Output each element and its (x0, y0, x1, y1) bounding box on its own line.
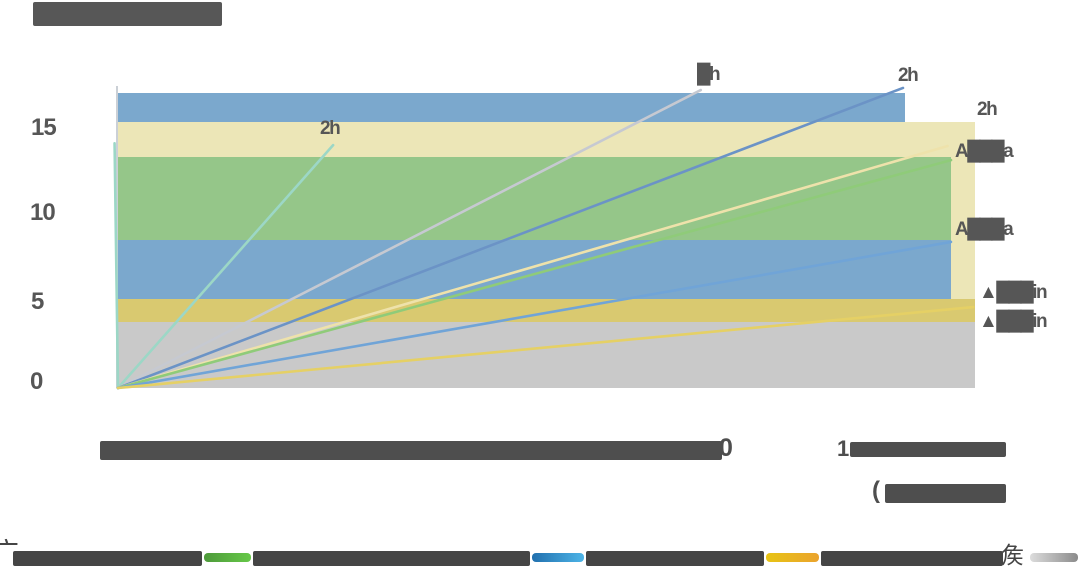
x-tick-char-0: 0 (719, 434, 733, 462)
label-line-teal: 2h (320, 118, 341, 139)
x-unit-blob (885, 484, 1006, 503)
label-edge-low: ▲███in (979, 282, 1048, 303)
legend-sample-blue (532, 553, 584, 562)
line-teal (116, 143, 335, 390)
legend-right-glyph: 矦 (1001, 542, 1024, 568)
label-edge-upper: A███a (955, 141, 1014, 162)
band-blue-mid (118, 239, 951, 299)
band-gold (118, 298, 975, 322)
x-ticks-blob (100, 441, 722, 460)
label-edge-mid: A███a (955, 219, 1014, 240)
legend-label-blob-2 (253, 551, 530, 566)
label-line-gray: █h (697, 64, 721, 85)
legend-label-blob-3 (586, 551, 764, 566)
label-line-blue-medium: 2h (898, 65, 919, 86)
line-gray (116, 88, 703, 390)
y-tick-0: 0 (30, 368, 43, 395)
line-teal-vertical (113, 142, 120, 390)
line-green (116, 158, 953, 390)
y-tick-10: 10 (30, 199, 56, 226)
band-paleyellow-right (951, 157, 975, 299)
label-edge-lower: ▲███in (979, 311, 1048, 332)
x-right-tick-char-1: 1 (837, 436, 850, 461)
legend-label-blob-4 (821, 551, 1003, 566)
y-tick-15: 15 (31, 114, 57, 141)
legend-label-blob-1 (13, 551, 202, 566)
y-tick-5: 5 (31, 288, 44, 315)
label-edge-top: 2h (977, 99, 998, 120)
line-blue-medium (116, 86, 905, 390)
x-right-tick-blob (850, 442, 1006, 457)
band-blue-top (118, 93, 905, 123)
band-paleyellow (118, 122, 975, 158)
line-blue-light (116, 240, 953, 390)
chart-title-blob (33, 2, 222, 26)
x-unit-paren: ( (872, 477, 880, 504)
line-cream (116, 144, 949, 390)
line-yellow (116, 305, 975, 390)
legend-sample-gray (1030, 553, 1078, 562)
legend-sample-gold (766, 553, 819, 562)
legend-sample-green (204, 553, 251, 562)
